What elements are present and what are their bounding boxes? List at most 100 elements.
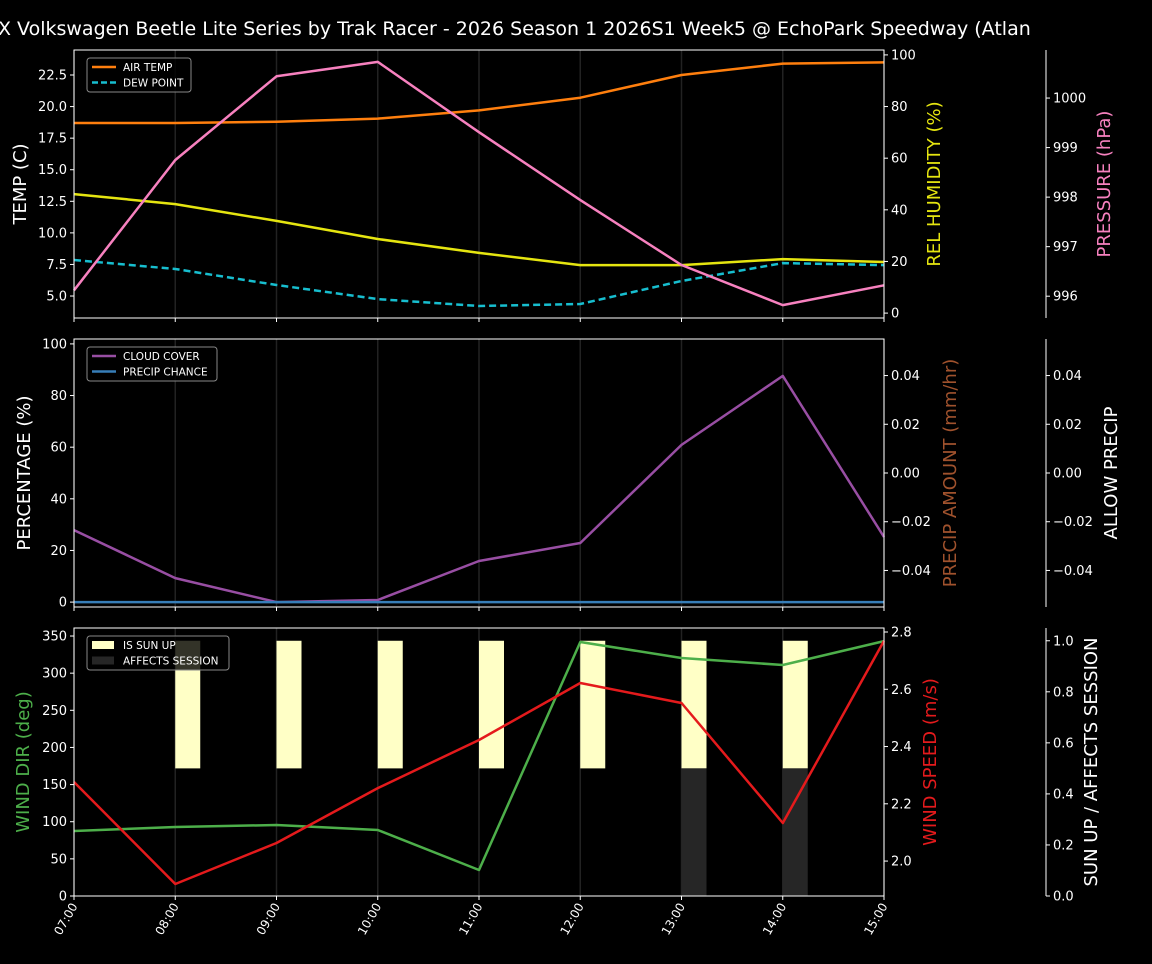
x-tick-label: 13:00	[659, 901, 688, 938]
legend-label: IS SUN UP	[123, 640, 176, 652]
y-tick-label: 12.5	[38, 195, 67, 210]
y-tick-label: 0.8	[1053, 685, 1074, 700]
bar-affects-session	[681, 768, 707, 896]
y-tick-label: 100	[42, 815, 67, 830]
y-tick-label: 1.0	[1053, 634, 1074, 649]
legend-swatch	[92, 656, 114, 665]
x-tick-label: 14:00	[760, 901, 789, 938]
y-tick-label: 2.0	[891, 855, 912, 870]
axis-label-left: WIND DIR (deg)	[13, 691, 34, 833]
panel-3: 0 50 100 150 200 250 300 350 WIND DIR (deg) 2.0 2.…	[13, 626, 1102, 938]
y-tick-label: −0.02	[1053, 515, 1093, 530]
y-tick-label: 0.4	[1053, 787, 1074, 802]
y-tick-label: 2.6	[891, 683, 912, 698]
y-tick-label: 350	[42, 630, 67, 645]
series-line-left-0	[73, 639, 885, 872]
y-tick-label: 0.04	[1053, 369, 1082, 384]
series-line-cloud-cover	[73, 374, 886, 604]
y-tick-label: 17.5	[38, 132, 67, 147]
axis-label-right2: ALLOW PRECIP	[1101, 406, 1122, 539]
y-tick-label: 40	[891, 203, 908, 218]
y-tick-label: 22.5	[38, 69, 67, 84]
y-tick-label: 0	[59, 596, 67, 611]
y-tick-label: 0.00	[1053, 467, 1082, 482]
bar-is-sun-up	[580, 640, 606, 769]
series-line-right1-2	[73, 192, 885, 267]
legend: AIR TEMP DEW POINT	[86, 57, 192, 93]
y-tick-label: 996	[1053, 290, 1078, 305]
series-line-right2-3	[73, 60, 885, 307]
legend-label: CLOUD COVER	[123, 351, 200, 363]
y-tick-label: 80	[50, 389, 67, 404]
y-tick-label: 0	[891, 307, 899, 322]
y-tick-label: 5.0	[46, 290, 67, 305]
series-line-air-temp	[74, 61, 885, 125]
y-tick-label: 0.2	[1053, 838, 1074, 853]
legend: CLOUD COVER PRECIP CHANCE	[86, 346, 218, 382]
axis-label-right1: REL HUMIDITY (%)	[924, 101, 945, 266]
y-tick-label: 2.2	[891, 797, 912, 812]
y-tick-label: 2.4	[891, 740, 912, 755]
x-tick-label: 15:00	[861, 901, 890, 938]
axis-label-right2: PRESSURE (hPa)	[1094, 111, 1115, 258]
x-tick-label: 12:00	[557, 901, 586, 938]
y-tick-label: 2.8	[891, 626, 912, 641]
y-tick-label: 15.0	[38, 163, 67, 178]
x-tick-label: 10:00	[355, 901, 384, 938]
series-line-dew-point	[73, 258, 885, 308]
chart-title: X Volkswagen Beetle Lite Series by Trak …	[0, 18, 1031, 40]
bar-is-sun-up	[377, 640, 403, 769]
y-tick-label: 100	[42, 337, 67, 352]
y-tick-label: 20	[50, 544, 67, 559]
axis-label-right1: PRECIP AMOUNT (mm/hr)	[940, 359, 961, 588]
y-tick-label: −0.02	[891, 515, 931, 530]
axis-label-left: TEMP (C)	[10, 143, 31, 225]
y-tick-label: 0.00	[891, 467, 920, 482]
bar-is-sun-up	[276, 640, 302, 769]
y-tick-label: 998	[1053, 191, 1078, 206]
legend-label: DEW POINT	[123, 78, 184, 90]
y-tick-label: 0.6	[1053, 736, 1074, 751]
legend-swatch	[92, 641, 114, 649]
series-line-right1-1	[73, 640, 886, 886]
y-tick-label: 0.04	[891, 369, 920, 384]
y-tick-label: 80	[891, 100, 908, 115]
axis-label-right1: WIND SPEED (m/s)	[920, 678, 941, 846]
panel-1: 5.0 7.5 10.0 12.5 15.0 17.5 20.0 22.5 TEMP (C) 0 2…	[10, 48, 1115, 322]
y-tick-label: 100	[891, 48, 916, 63]
y-tick-label: 250	[42, 704, 67, 719]
y-tick-label: 60	[891, 152, 908, 167]
y-tick-label: 1000	[1053, 92, 1086, 107]
bar-is-sun-up	[479, 640, 504, 769]
x-tick-label: 09:00	[254, 901, 283, 938]
y-tick-label: 20.0	[38, 100, 67, 115]
y-tick-label: 60	[50, 441, 67, 456]
x-tick-label: 08:00	[152, 901, 181, 938]
y-tick-label: 150	[42, 778, 67, 793]
axis-label-left: PERCENTAGE (%)	[14, 395, 35, 550]
x-tick-label: 07:00	[51, 901, 80, 938]
panel-2: 0 20 40 60 80 100 PERCENTAGE (%) −0.04 −0.02 0.00…	[14, 337, 1122, 611]
y-tick-label: 7.5	[46, 258, 67, 273]
y-tick-label: 200	[42, 741, 67, 756]
legend: IS SUN UP AFFECTS SESSION	[86, 635, 230, 671]
legend-label: PRECIP CHANCE	[123, 367, 208, 379]
y-tick-label: 999	[1053, 141, 1078, 156]
y-tick-label: 50	[50, 852, 67, 867]
y-tick-label: 0.02	[891, 418, 920, 433]
y-tick-label: −0.04	[1053, 564, 1093, 579]
legend-label: AFFECTS SESSION	[123, 656, 219, 668]
y-tick-label: 0.0	[1053, 890, 1074, 905]
y-tick-label: 40	[50, 492, 67, 507]
y-tick-label: 300	[42, 667, 67, 682]
y-tick-label: 997	[1053, 240, 1078, 255]
legend-label: AIR TEMP	[123, 62, 172, 74]
y-tick-label: −0.04	[891, 564, 931, 579]
y-tick-label: 0	[59, 890, 67, 905]
y-tick-label: 10.0	[38, 226, 67, 241]
legend-box	[86, 635, 230, 671]
y-tick-label: 0.02	[1053, 418, 1082, 433]
bar-affects-session	[782, 768, 808, 896]
y-tick-label: 20	[891, 255, 908, 270]
